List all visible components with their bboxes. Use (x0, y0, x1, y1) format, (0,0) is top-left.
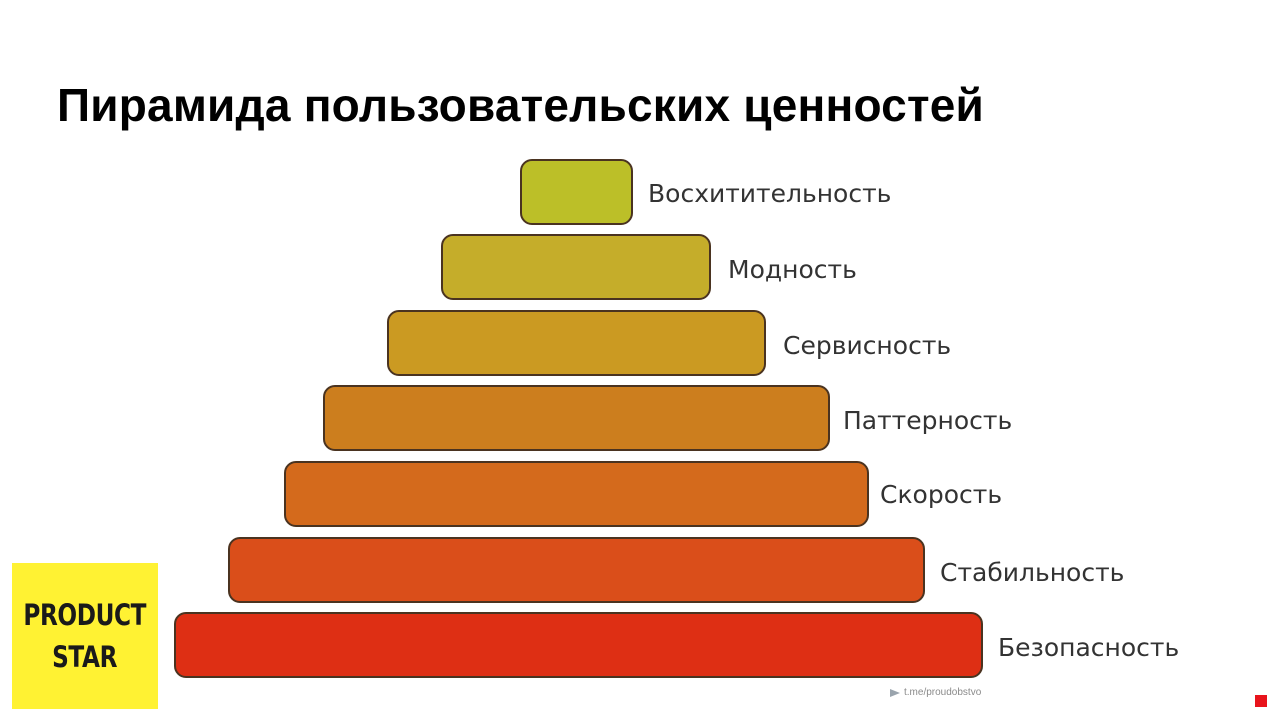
pyramid-level-speed (284, 461, 869, 527)
logo-line-1: PRODUCT (23, 597, 147, 632)
pyramid-level-label: Сервисность (783, 331, 952, 360)
pyramid-level-label: Стабильность (940, 558, 1125, 587)
pyramid-level-delight (520, 159, 633, 225)
watermark: t.me/proudobstvo (890, 687, 981, 698)
pyramid-level-label: Безопасность (998, 633, 1180, 662)
page-title: Пирамида пользовательских ценностей (57, 79, 984, 131)
pyramid-level-label: Скорость (880, 480, 1003, 509)
pyramid-level-service (387, 310, 766, 376)
pyramid-level-patterns (323, 385, 830, 451)
pyramid-level-security (174, 612, 983, 678)
telegram-icon (890, 688, 900, 697)
pyramid-level-label: Восхитительность (648, 179, 892, 208)
product-star-logo: PRODUCT STAR (12, 563, 158, 709)
pyramid-level-stability (228, 537, 925, 603)
pyramid-level-label: Паттерность (843, 406, 1013, 435)
logo-line-2: STAR (52, 640, 118, 674)
pyramid-level-fashion (441, 234, 711, 300)
watermark-text: t.me/proudobstvo (904, 687, 982, 698)
pyramid-level-label: Модность (728, 255, 857, 284)
corner-mark (1255, 695, 1267, 707)
